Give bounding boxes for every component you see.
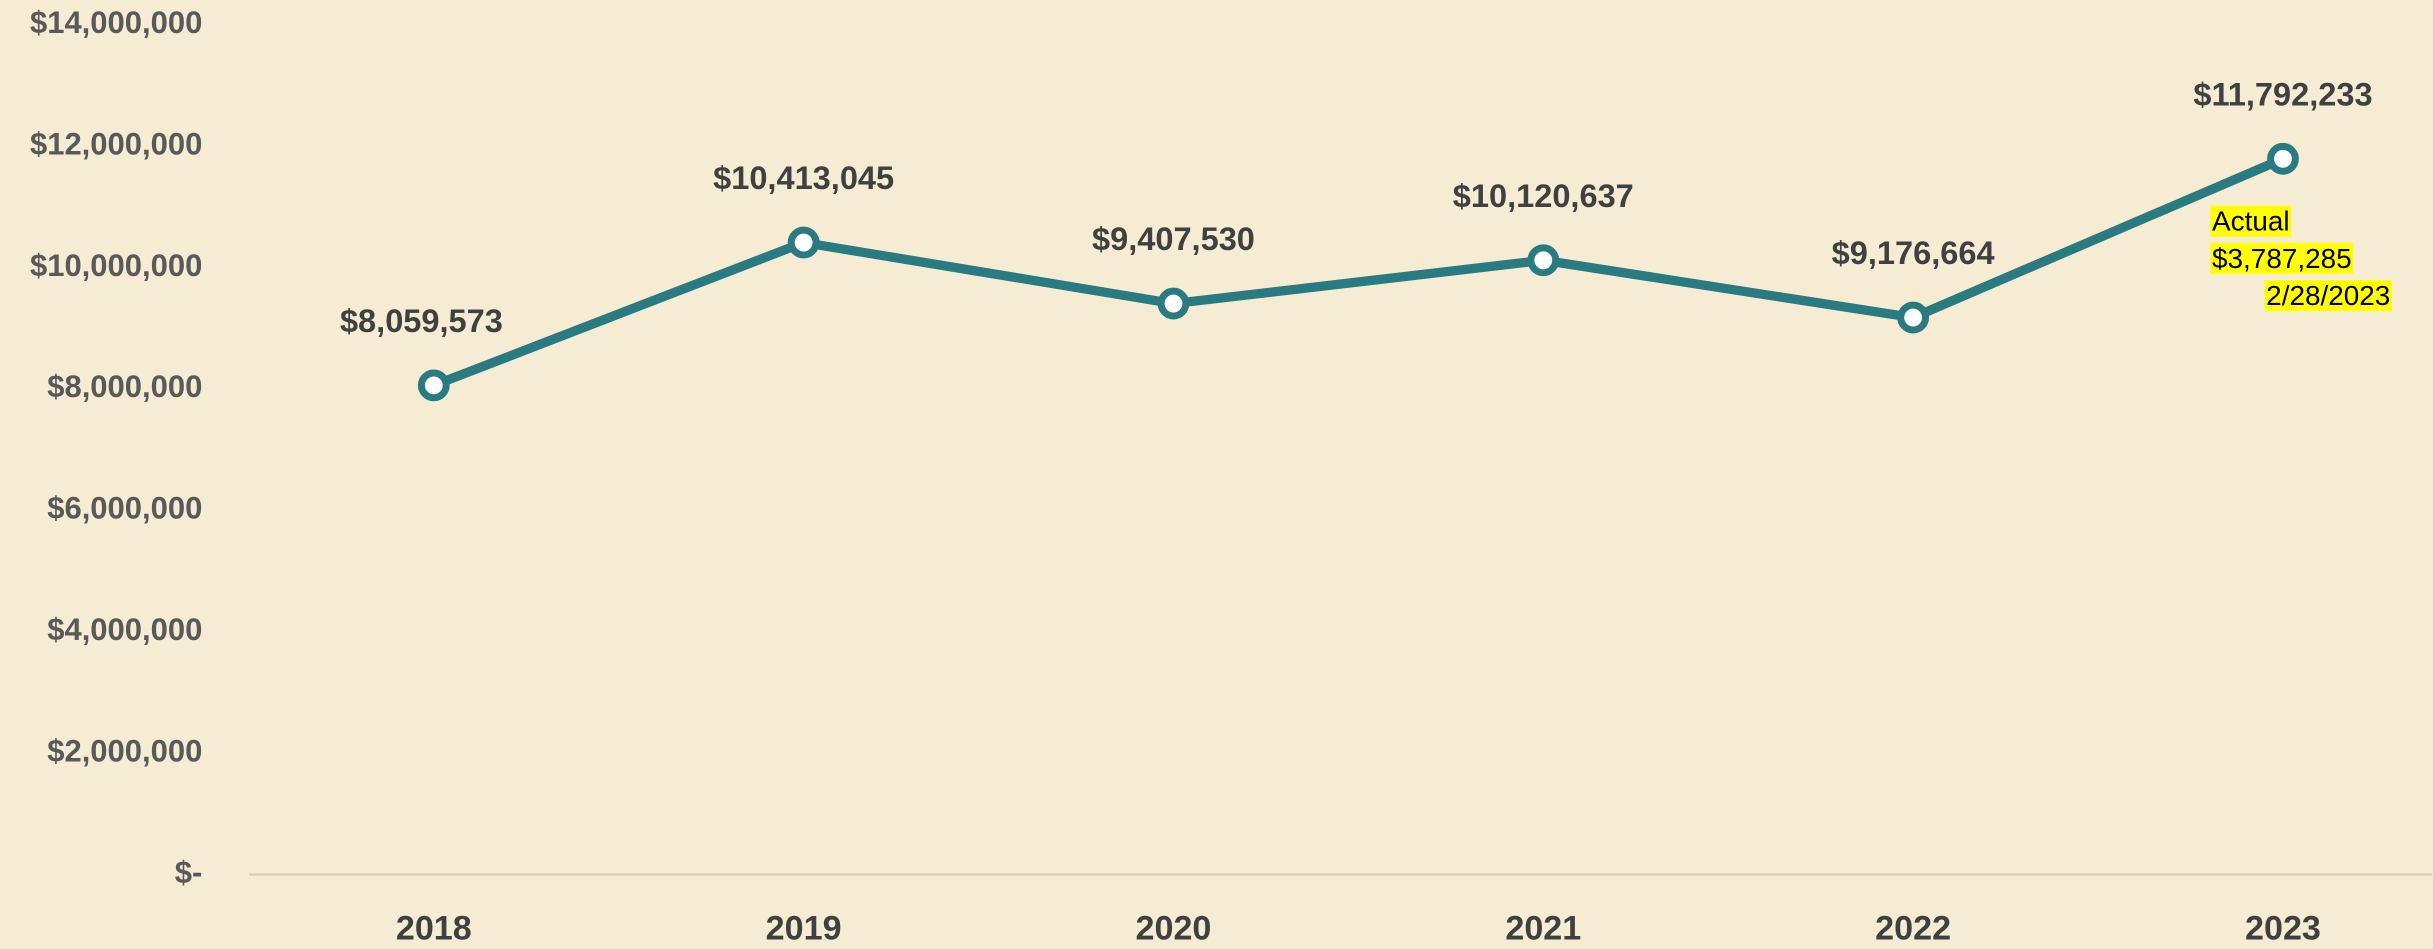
x-tick-label: 2018 <box>396 909 472 947</box>
data-label: $10,120,637 <box>1453 178 1634 214</box>
annotation-highlight <box>2210 242 2354 274</box>
y-tick-label: $14,000,000 <box>30 5 202 40</box>
x-tick-label: 2019 <box>766 909 842 947</box>
y-tick-label: $2,000,000 <box>47 733 202 768</box>
x-tick-label: 2023 <box>2245 909 2321 947</box>
data-label: $10,413,045 <box>713 160 894 196</box>
x-tick-label: 2022 <box>1875 909 1951 947</box>
x-tick-label: 2020 <box>1136 909 1212 947</box>
data-label: $9,176,664 <box>1832 235 1995 271</box>
data-point <box>2267 142 2299 175</box>
annotation-text: $3,787,285 <box>2212 243 2352 274</box>
annotation-highlight <box>2210 205 2292 237</box>
annotation-text: 2/28/2023 <box>2266 280 2390 311</box>
data-point <box>1527 244 1560 277</box>
data-label: $8,059,573 <box>340 303 503 339</box>
data-label: $9,407,530 <box>1092 221 1255 257</box>
line-series <box>432 154 2285 390</box>
data-point <box>417 369 450 402</box>
data-point <box>1897 301 1930 334</box>
data-point <box>787 226 820 259</box>
x-tick-label: 2021 <box>1505 909 1581 947</box>
y-tick-label: $6,000,000 <box>47 491 202 526</box>
y-tick-label: $8,000,000 <box>47 369 202 404</box>
data-point <box>1157 287 1190 320</box>
annotation: Actual $3,787,285 2/28/2023 <box>2210 205 2392 312</box>
y-tick-label: $12,000,000 <box>30 126 202 161</box>
annotation-highlight <box>2264 280 2392 312</box>
y-tick-label: $10,000,000 <box>30 248 202 283</box>
y-tick-label: $- <box>175 855 203 890</box>
annotation-text: Actual <box>2212 206 2290 237</box>
data-label: $11,792,233 <box>2193 76 2372 112</box>
y-tick-label: $4,000,000 <box>47 612 202 647</box>
